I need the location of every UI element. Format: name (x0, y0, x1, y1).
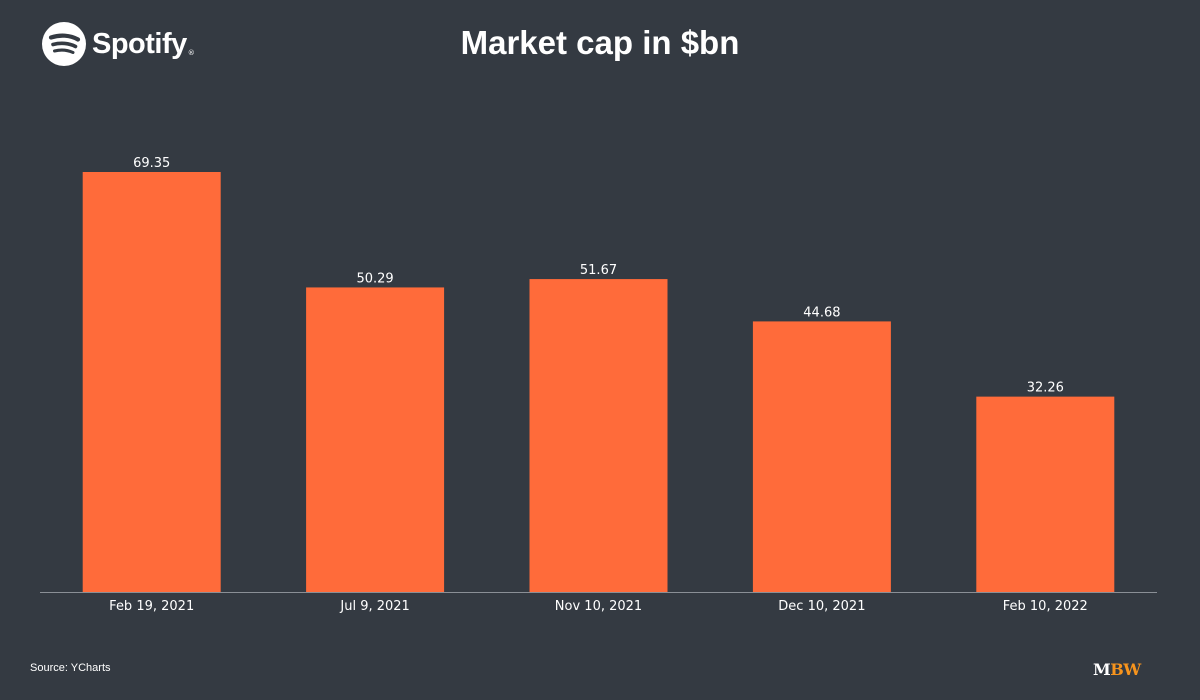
source-note: Source: YCharts (30, 662, 111, 674)
spotify-wordmark: Spotify (92, 28, 187, 60)
spotify-logo: Spotify ® (42, 22, 195, 66)
mbw-logo: MBW (1093, 660, 1141, 679)
x-tick-label: Dec 10, 2021 (778, 599, 865, 614)
x-tick-label: Feb 19, 2021 (109, 599, 194, 614)
bar-value-label: 44.68 (803, 305, 840, 320)
bar-value-label: 32.26 (1027, 381, 1064, 396)
x-tick-label: Jul 9, 2021 (339, 599, 409, 614)
bar-2 (306, 287, 445, 592)
mbw-logo-m: M (1093, 660, 1111, 679)
mbw-logo-bw: BW (1110, 660, 1141, 679)
spotify-icon (42, 22, 86, 66)
x-tick-label: Feb 10, 2022 (1003, 599, 1088, 614)
chart-title: Market cap in $bn (460, 24, 740, 61)
bar-4 (752, 321, 891, 592)
x-tick-label: Nov 10, 2021 (555, 599, 642, 614)
bar-value-label: 69.35 (133, 156, 170, 171)
bar-1 (82, 172, 221, 592)
bar-value-label: 50.29 (356, 271, 393, 286)
bar-5 (976, 396, 1115, 592)
registered-mark: ® (187, 49, 195, 57)
bar-value-label: 51.67 (580, 263, 617, 278)
bar-3 (529, 279, 668, 592)
